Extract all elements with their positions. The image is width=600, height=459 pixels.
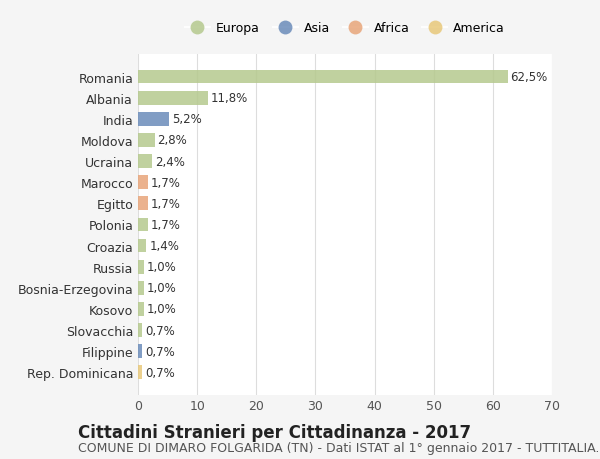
Legend: Europa, Asia, Africa, America: Europa, Asia, Africa, America (180, 17, 510, 40)
Bar (138, 112, 169, 126)
Text: 0,7%: 0,7% (145, 345, 175, 358)
Text: 62,5%: 62,5% (511, 71, 548, 84)
Text: 1,4%: 1,4% (149, 240, 179, 252)
Text: 0,7%: 0,7% (145, 324, 175, 337)
Text: 1,0%: 1,0% (147, 261, 176, 274)
Bar (138, 155, 152, 168)
Bar (138, 260, 144, 274)
Text: 2,4%: 2,4% (155, 155, 185, 168)
Bar (138, 302, 144, 316)
Text: 11,8%: 11,8% (211, 92, 248, 105)
Text: Cittadini Stranieri per Cittadinanza - 2017: Cittadini Stranieri per Cittadinanza - 2… (78, 423, 471, 441)
Bar (138, 281, 144, 295)
Bar (138, 197, 148, 211)
Text: 1,0%: 1,0% (147, 303, 176, 316)
Text: COMUNE DI DIMARO FOLGARIDA (TN) - Dati ISTAT al 1° gennaio 2017 - TUTTITALIA.IT: COMUNE DI DIMARO FOLGARIDA (TN) - Dati I… (78, 442, 600, 454)
Bar (138, 92, 208, 105)
Text: 1,7%: 1,7% (151, 176, 181, 189)
Bar (138, 345, 142, 358)
Text: 1,0%: 1,0% (147, 282, 176, 295)
Bar (138, 218, 148, 232)
Bar (138, 134, 155, 147)
Bar (138, 71, 508, 84)
Text: 1,7%: 1,7% (151, 218, 181, 231)
Bar (138, 176, 148, 190)
Bar (138, 324, 142, 337)
Text: 5,2%: 5,2% (172, 113, 202, 126)
Text: 2,8%: 2,8% (158, 134, 187, 147)
Bar (138, 239, 146, 253)
Text: 1,7%: 1,7% (151, 197, 181, 210)
Text: 0,7%: 0,7% (145, 366, 175, 379)
Bar (138, 366, 142, 379)
